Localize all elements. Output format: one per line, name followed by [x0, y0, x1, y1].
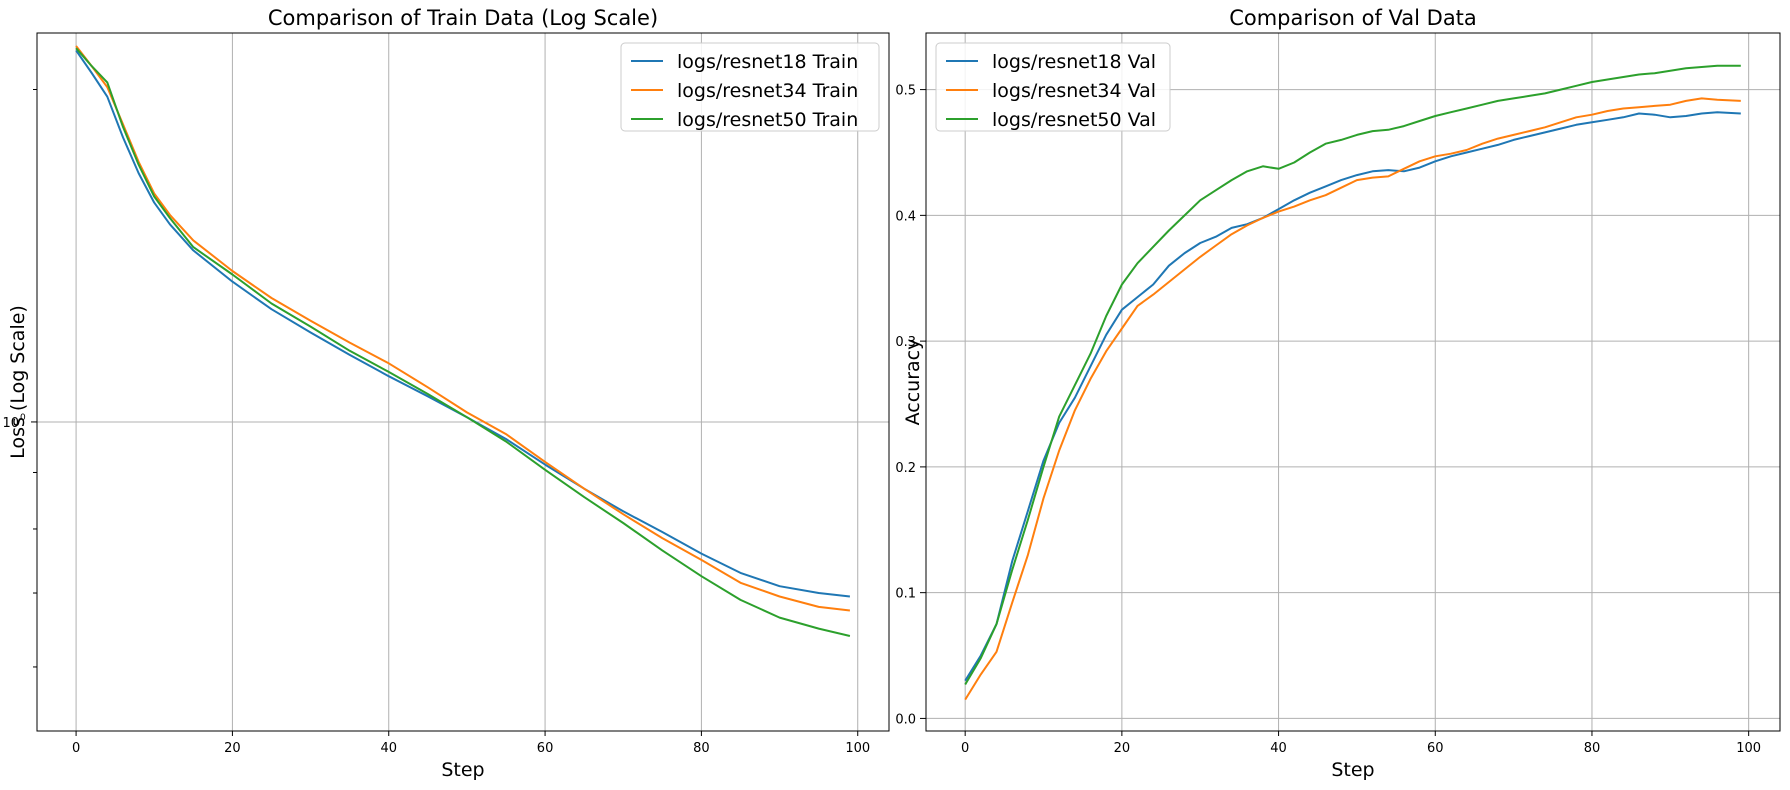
legend-entry: logs/resnet18 Val: [992, 51, 1156, 73]
legend: logs/resnet18 Val logs/resnet34 Val logs/r…: [935, 42, 1171, 132]
legend-entry: logs/resnet34 Train: [677, 80, 858, 102]
x-tick-label: 20: [1114, 741, 1131, 756]
x-axis-label: Step: [441, 759, 484, 781]
legend-entry: logs/resnet18 Train: [677, 51, 858, 73]
series-line-resnet18: [964, 111, 1741, 682]
x-tick-label: 80: [693, 741, 710, 756]
x-tick-label: 40: [380, 741, 397, 756]
series-line-resnet34: [964, 97, 1741, 701]
x-tick-label: 20: [224, 741, 241, 756]
legend-box: [620, 42, 880, 132]
y-axis-label: Accuracy: [902, 339, 924, 426]
series-line-resnet50: [964, 64, 1741, 686]
x-tick-label: 0: [961, 741, 969, 756]
y-tick-label: 0.1: [895, 587, 916, 602]
chart-title: Comparison of Train Data (Log Scale): [268, 6, 658, 30]
x-tick-label: 100: [845, 741, 870, 756]
y-tick-exponent: 0: [20, 413, 26, 423]
legend-entry: logs/resnet50 Train: [677, 109, 858, 131]
y-tick-label: 0.5: [895, 84, 916, 99]
legend: logs/resnet18 Train logs/resnet34 Train lo…: [620, 42, 880, 132]
legend-entry: logs/resnet34 Val: [992, 80, 1156, 102]
x-tick-label: 0: [72, 741, 80, 756]
legend-entry: logs/resnet50 Val: [992, 109, 1156, 131]
x-tick-label: 80: [1584, 741, 1601, 756]
legend-box: [935, 42, 1171, 132]
chart-title: Comparison of Val Data: [1229, 6, 1477, 30]
y-tick-label: 0.4: [895, 209, 916, 224]
axes-frame: [36, 32, 890, 732]
y-tick-label: 0.2: [895, 461, 916, 476]
y-tick-label: 0.3: [895, 335, 916, 350]
series-line-resnet18: [75, 49, 851, 598]
x-axis-label: Step: [1331, 759, 1374, 781]
series-line-resnet34: [75, 45, 851, 612]
x-tick-label: 40: [1270, 741, 1287, 756]
x-tick-label: 100: [1736, 741, 1761, 756]
x-tick-label: 60: [1427, 741, 1444, 756]
y-axis-label: Loss (Log Scale): [7, 305, 29, 459]
y-tick-label: 0.0: [895, 712, 916, 727]
chart-2: 0 20 40 60 80 100 0.0 0.1 0.2 0.3 0.4 0.5 Comparison…: [895, 6, 1781, 781]
x-tick-label: 60: [537, 741, 554, 756]
series-line-resnet50: [75, 47, 851, 637]
y-tick-label: 10: [2, 416, 19, 431]
axes-frame: [925, 32, 1781, 732]
